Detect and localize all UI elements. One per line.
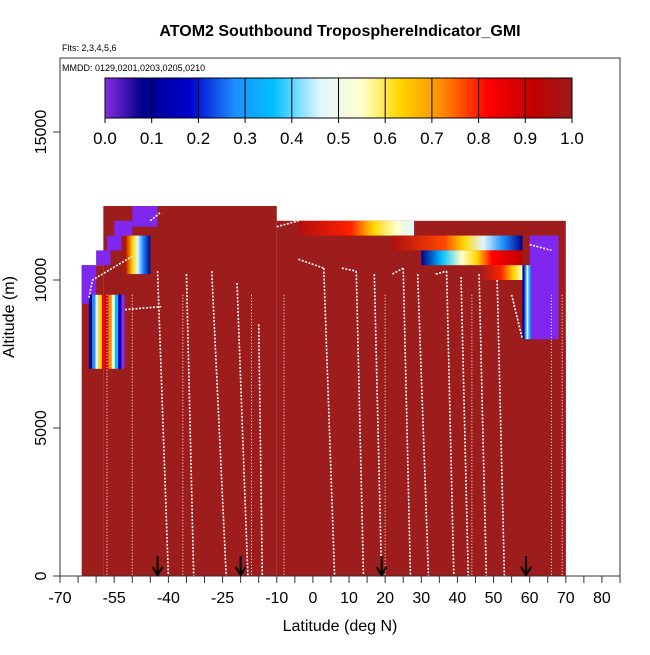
curtain-strip-left-3 bbox=[98, 294, 102, 369]
curtain-band-upper-mid bbox=[298, 220, 415, 236]
colorbar-tick-label-6: 0.6 bbox=[373, 129, 397, 148]
profile-tracks bbox=[79, 211, 563, 577]
colorbar: 0.0 0.1 0.2 0.3 0.4 0.5 0.6 0.7 0.8 0.9 1.0 bbox=[93, 77, 584, 148]
x-tick-label-6: 10 bbox=[340, 590, 358, 607]
flight-arrow-head-0 bbox=[151, 566, 164, 577]
colorbar-tick-label-2: 0.2 bbox=[187, 129, 211, 148]
colorbar-tick-label-8: 0.8 bbox=[467, 129, 491, 148]
x-tick-label-9: 40 bbox=[449, 590, 467, 607]
curtain-strip-left-7 bbox=[111, 294, 115, 369]
x-tick-label-0: -70 bbox=[48, 590, 71, 607]
profile-track-11 bbox=[341, 267, 357, 272]
axes: -70 -55 -40 -25 -10 0 10 20 30 40 50 60 70 80 0 5000 100… bbox=[33, 58, 621, 607]
curtain-strip-left-0 bbox=[88, 294, 93, 369]
profile-track-4 bbox=[185, 274, 195, 577]
y-tick-label-0: 0 bbox=[33, 571, 50, 580]
curtain-strip-right-2 bbox=[526, 265, 529, 340]
dates-note: MMDD: 0129,0201,0203,0205,0210 bbox=[62, 63, 205, 73]
y-tick-label-3: 15000 bbox=[33, 110, 50, 155]
profile-track-22 bbox=[510, 294, 524, 340]
flight-arrow-head-1 bbox=[234, 566, 247, 577]
x-tick-label-8: 30 bbox=[412, 590, 430, 607]
curtain-band-left-upper bbox=[125, 235, 151, 275]
profile-track-19 bbox=[460, 277, 470, 577]
curtain-strip-left-6 bbox=[108, 294, 112, 369]
x-tick-label-13: 80 bbox=[593, 590, 611, 607]
curtain-strip-left-8 bbox=[114, 294, 119, 369]
curtain-cell-purple-left-3 bbox=[114, 220, 133, 236]
x-tick-label-7: 20 bbox=[376, 590, 394, 607]
curtain-band-upper-right-2 bbox=[421, 250, 523, 266]
colorbar-tick-label-9: 0.9 bbox=[513, 129, 537, 148]
x-axis-label: Latitude (deg N) bbox=[283, 618, 398, 635]
curtain-cell-purple-left-4 bbox=[132, 206, 158, 227]
colorbar-tick-label-4: 0.4 bbox=[280, 129, 304, 148]
x-tick-label-1: -55 bbox=[103, 590, 126, 607]
profile-track-12 bbox=[355, 271, 365, 577]
flights-note: Flts: 2,3,4,5,6 bbox=[62, 43, 117, 53]
curtain-strip-right-1 bbox=[524, 265, 527, 340]
curtain-cell-purple-left-0 bbox=[81, 265, 97, 304]
chart-title: ATOM2 Southbound TroposphereIndicator_GM… bbox=[159, 23, 520, 40]
y-tick-label-2: 10000 bbox=[33, 258, 50, 303]
y-tick-label-1: 5000 bbox=[33, 410, 50, 446]
profile-track-21 bbox=[496, 279, 506, 577]
profile-track-8 bbox=[276, 220, 299, 228]
colorbar-tick-label-3: 0.3 bbox=[233, 129, 257, 148]
curtain-band-upper-right-1 bbox=[392, 235, 523, 251]
profile-track-2 bbox=[149, 211, 162, 222]
profile-track-5 bbox=[210, 271, 227, 577]
curtain-strip-right-0 bbox=[522, 265, 525, 340]
curtain-cell-purple-left-1 bbox=[96, 250, 111, 266]
x-tick-label-12: 70 bbox=[557, 590, 575, 607]
x-tick-label-10: 50 bbox=[485, 590, 503, 607]
profile-track-1 bbox=[124, 305, 162, 311]
profile-track-17 bbox=[435, 270, 447, 275]
curtain-strip-left-1 bbox=[92, 294, 96, 369]
profile-track-15 bbox=[402, 268, 412, 577]
flight-arrow-head-2 bbox=[375, 566, 388, 577]
curtain-strip-right-3 bbox=[528, 265, 531, 340]
curtain-strip-left-4 bbox=[101, 294, 106, 369]
profile-track-18 bbox=[445, 271, 455, 577]
flight-arrows bbox=[151, 556, 532, 577]
x-tick-label-5: 0 bbox=[308, 590, 317, 607]
curtain-strip-left-9 bbox=[118, 294, 122, 369]
y-axis-label: Altitude (m) bbox=[1, 276, 18, 358]
curtain-band-upper-right-3 bbox=[479, 265, 523, 280]
colorbar-tick-label-10: 1.0 bbox=[560, 129, 584, 148]
curtain-cells bbox=[81, 206, 566, 577]
colorbar-tick-label-5: 0.5 bbox=[327, 129, 351, 148]
profile-track-3 bbox=[156, 271, 170, 577]
profile-track-10 bbox=[322, 268, 336, 577]
colorbar-tick-label-0: 0.0 bbox=[93, 129, 117, 148]
curtain-cell-purple-right bbox=[529, 235, 559, 340]
x-tick-label-4: -10 bbox=[265, 590, 288, 607]
profile-track-20 bbox=[478, 274, 488, 577]
curtain-strip-left-2 bbox=[95, 294, 99, 369]
curtain-cell-purple-left-2 bbox=[106, 235, 122, 251]
profile-track-0 bbox=[88, 255, 133, 298]
profile-track-9 bbox=[298, 258, 325, 269]
x-tick-label-11: 60 bbox=[521, 590, 539, 607]
x-tick-label-3: -25 bbox=[211, 590, 234, 607]
x-tick-label-2: -40 bbox=[157, 590, 180, 607]
profile-track-23 bbox=[529, 243, 552, 252]
colorbar-tick-label-7: 0.7 bbox=[420, 129, 444, 148]
profile-track-13 bbox=[373, 274, 383, 577]
profile-track-16 bbox=[416, 274, 430, 577]
curtain-strip-left-10 bbox=[121, 294, 125, 369]
flight-arrow-head-3 bbox=[520, 566, 532, 577]
colorbar-tick-label-1: 0.1 bbox=[140, 129, 164, 148]
